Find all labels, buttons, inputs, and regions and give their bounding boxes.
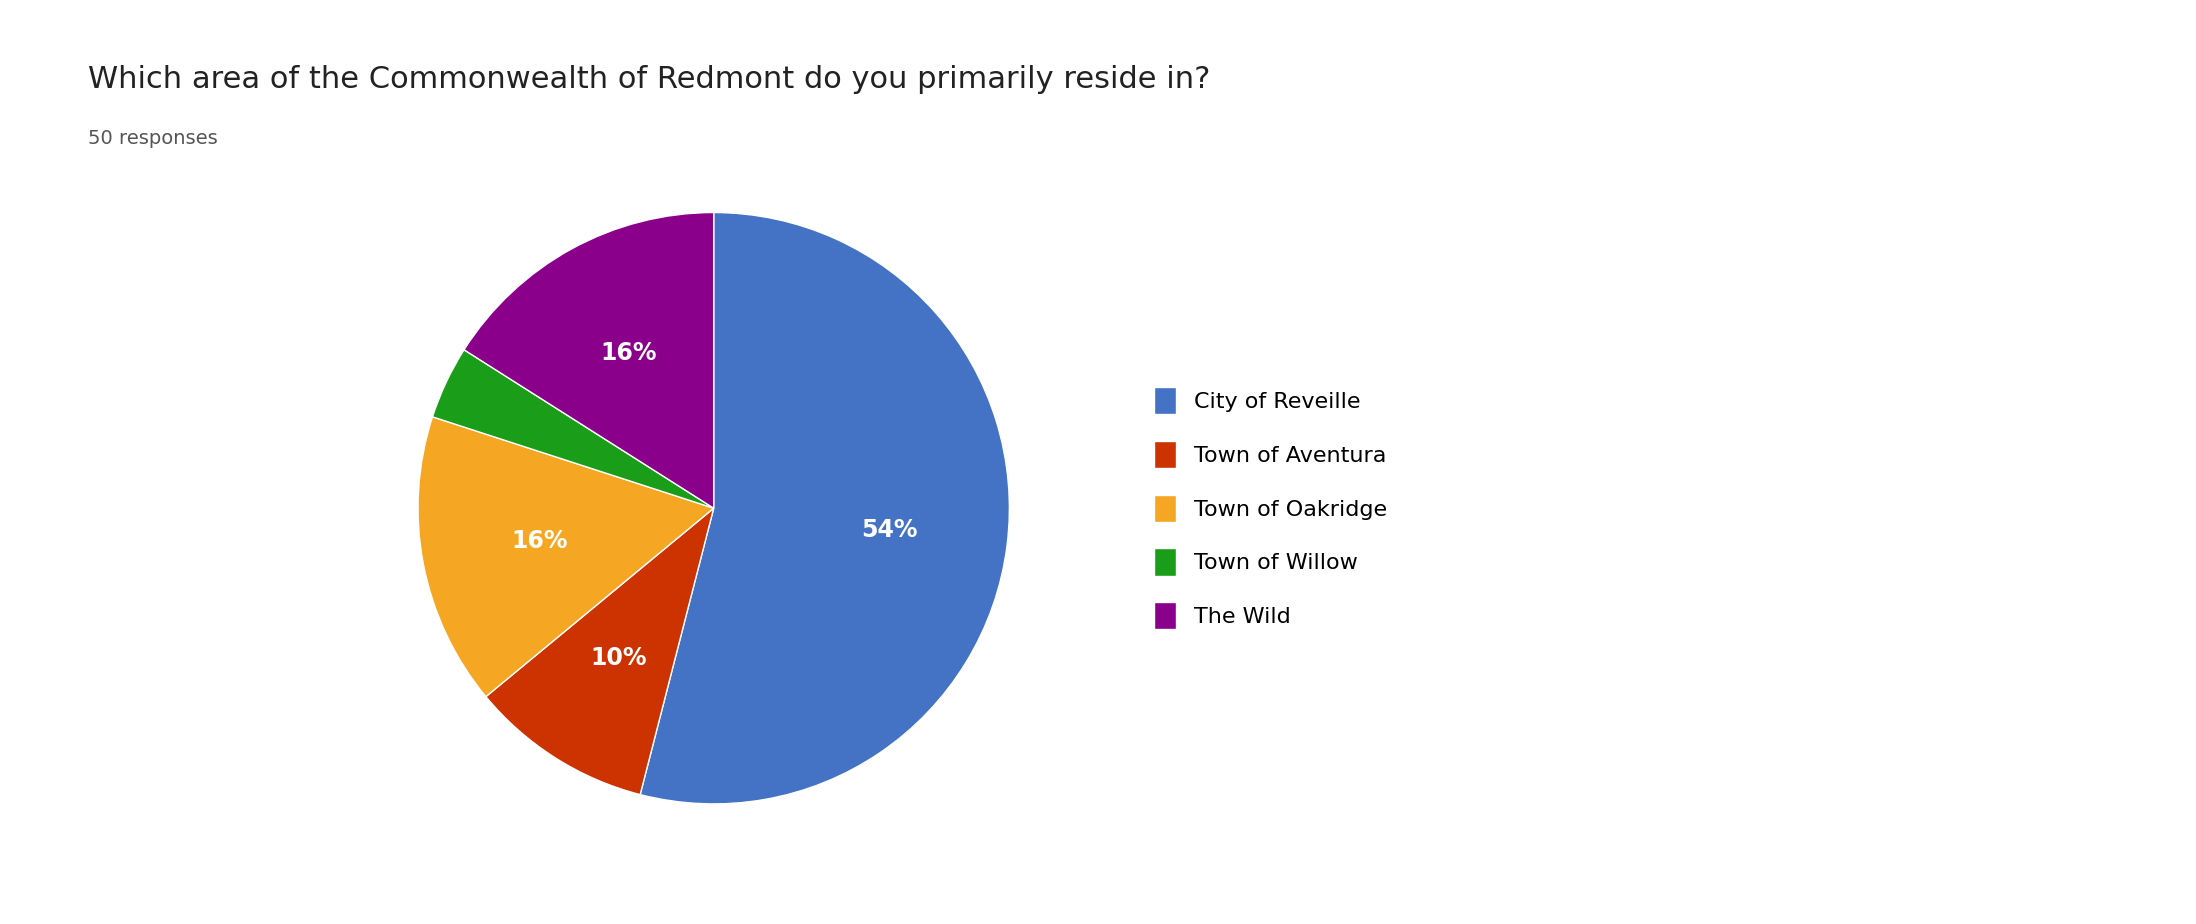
Wedge shape [641,213,1010,804]
Wedge shape [463,213,714,508]
Text: 50 responses: 50 responses [88,129,217,149]
Text: Which area of the Commonwealth of Redmont do you primarily reside in?: Which area of the Commonwealth of Redmon… [88,65,1210,93]
Wedge shape [433,350,714,508]
Text: 10%: 10% [591,646,648,670]
Text: 16%: 16% [512,529,569,553]
Wedge shape [485,508,714,795]
Text: 54%: 54% [861,518,918,542]
Legend: City of Reveille, Town of Aventura, Town of Oakridge, Town of Willow, The Wild: City of Reveille, Town of Aventura, Town… [1131,365,1410,651]
Wedge shape [417,417,714,697]
Text: 16%: 16% [600,341,657,365]
